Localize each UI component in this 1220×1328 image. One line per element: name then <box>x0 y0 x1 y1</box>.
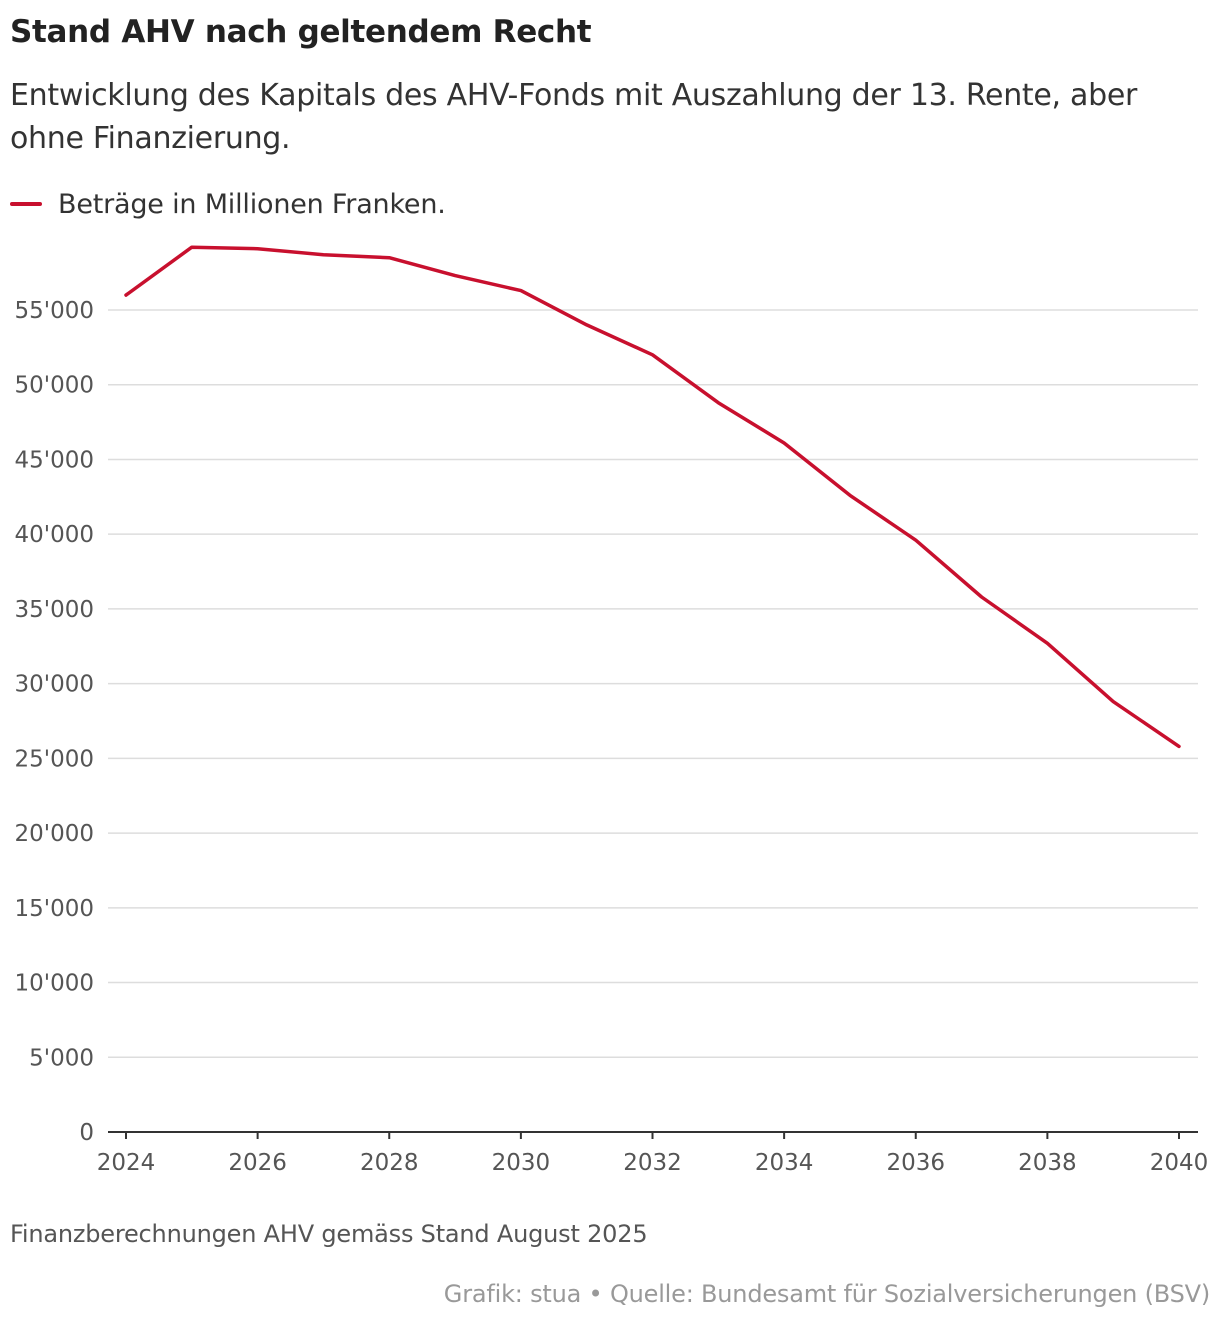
y-tick-label: 10'000 <box>15 971 95 997</box>
y-tick-label: 55'000 <box>15 298 95 324</box>
y-tick-label: 15'000 <box>15 896 95 922</box>
footnote: Finanzberechnungen AHV gemäss Stand Augu… <box>10 1220 648 1248</box>
x-tick-label: 2032 <box>623 1150 682 1176</box>
source-credit: Grafik: stua • Quelle: Bundesamt für Soz… <box>443 1280 1210 1308</box>
series-lines <box>124 245 1181 749</box>
chart-subtitle: Entwicklung des Kapitals des AHV-Fonds m… <box>10 78 1138 156</box>
legend: Beträge in Millionen Franken. <box>10 184 446 224</box>
y-tick-label: 35'000 <box>15 597 95 623</box>
chart-title: Stand AHV nach geltendem Recht <box>10 14 592 50</box>
series-line <box>124 245 1181 749</box>
line-chart: 0 5'000 10'000 15'000 20'000 25'000 30'000 35'0… <box>15 245 1209 1176</box>
x-tick-label: 2030 <box>492 1150 551 1176</box>
y-axis-tick-labels: 0 5'000 10'000 15'000 20'000 25'000 30'000 35'0… <box>15 298 95 1146</box>
x-tick-label: 2026 <box>228 1150 287 1176</box>
y-tick-label: 50'000 <box>15 373 95 399</box>
x-tick-label: 2036 <box>886 1150 945 1176</box>
x-tick-label: 2040 <box>1150 1150 1209 1176</box>
x-tick-label: 2034 <box>755 1150 814 1176</box>
grid-lines <box>108 309 1198 1059</box>
legend-label: Beträge in Millionen Franken. <box>58 188 446 220</box>
x-tick-label: 2038 <box>1018 1150 1077 1176</box>
y-tick-label: 0 <box>79 1120 94 1146</box>
y-tick-label: 5'000 <box>29 1045 94 1071</box>
x-tick-label: 2028 <box>360 1150 419 1176</box>
x-axis: 2024 2026 2028 2030 2032 2034 2036 2038 2040 <box>97 1131 1209 1176</box>
y-tick-label: 45'000 <box>15 447 95 473</box>
y-tick-label: 40'000 <box>15 522 95 548</box>
y-tick-label: 25'000 <box>15 746 95 772</box>
x-tick-label: 2024 <box>97 1150 156 1176</box>
y-tick-label: 30'000 <box>15 672 95 698</box>
legend-swatch <box>10 202 42 206</box>
y-tick-label: 20'000 <box>15 821 95 847</box>
